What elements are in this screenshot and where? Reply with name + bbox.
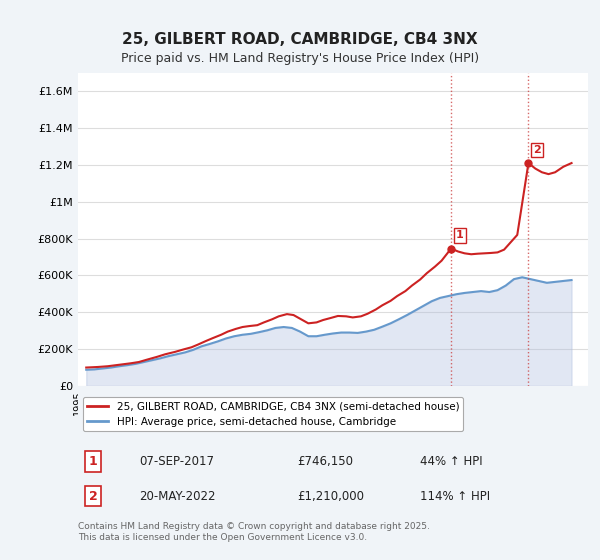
Text: 25, GILBERT ROAD, CAMBRIDGE, CB4 3NX: 25, GILBERT ROAD, CAMBRIDGE, CB4 3NX [122,32,478,46]
Text: Price paid vs. HM Land Registry's House Price Index (HPI): Price paid vs. HM Land Registry's House … [121,52,479,66]
Text: 2: 2 [89,489,98,502]
Text: £1,210,000: £1,210,000 [297,489,364,502]
Text: 20-MAY-2022: 20-MAY-2022 [139,489,216,502]
Text: 44% ↑ HPI: 44% ↑ HPI [420,455,482,468]
Text: 114% ↑ HPI: 114% ↑ HPI [420,489,490,502]
Text: Contains HM Land Registry data © Crown copyright and database right 2025.
This d: Contains HM Land Registry data © Crown c… [78,522,430,542]
Text: 07-SEP-2017: 07-SEP-2017 [139,455,214,468]
Text: 1: 1 [456,230,464,240]
Text: 2: 2 [533,145,541,155]
Text: 1: 1 [89,455,98,468]
Legend: 25, GILBERT ROAD, CAMBRIDGE, CB4 3NX (semi-detached house), HPI: Average price, : 25, GILBERT ROAD, CAMBRIDGE, CB4 3NX (se… [83,398,463,431]
Text: £746,150: £746,150 [297,455,353,468]
